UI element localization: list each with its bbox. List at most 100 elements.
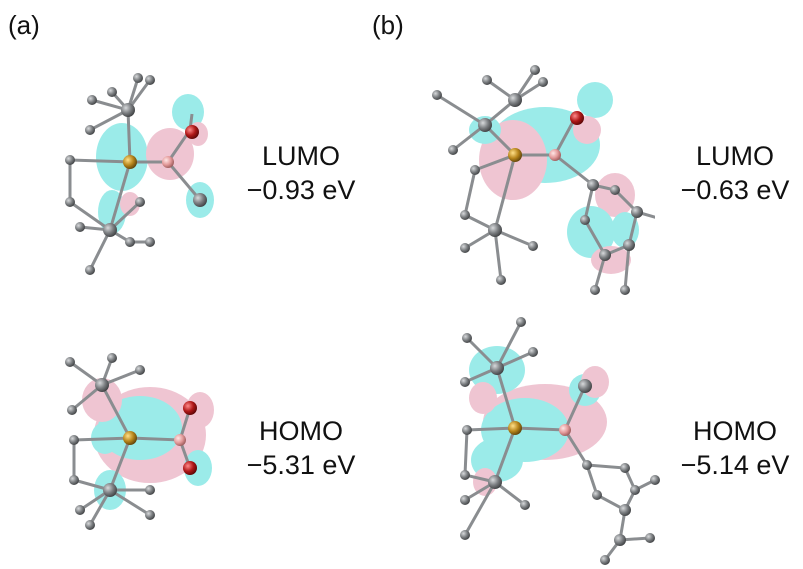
atom-carbon (75, 505, 85, 515)
atom-carbon (75, 222, 85, 232)
molecule-a-homo (65, 353, 214, 530)
orbital-name: HOMO (259, 416, 343, 446)
orbital-label-b-homo: HOMO −5.14 eV (670, 415, 800, 483)
atom-boron (162, 156, 174, 168)
orbital-energy: −5.31 eV (246, 449, 356, 480)
atom-phosphorus (123, 155, 137, 169)
orbital-energy: −0.63 eV (680, 174, 790, 205)
atom-carbon (460, 377, 470, 387)
orbital-lobe (96, 123, 148, 191)
atom-carbon (193, 193, 207, 207)
atom-carbon (619, 504, 631, 516)
atom-carbon (490, 361, 504, 375)
atom-carbon (125, 237, 135, 247)
atom-carbon (520, 500, 530, 510)
atom-carbon (496, 275, 506, 285)
atom-carbon (87, 95, 97, 105)
atom-carbon (103, 223, 117, 237)
atom-carbon (631, 206, 643, 218)
atom-carbon (578, 379, 592, 393)
atom-phosphorus (508, 421, 522, 435)
atom-carbon (587, 179, 599, 191)
atom-carbon (460, 530, 470, 540)
orbital-lobe (184, 450, 212, 486)
atom-carbon (630, 485, 640, 495)
orbital-lobe (98, 396, 182, 460)
atom-carbon (470, 165, 480, 175)
atom-carbon (121, 103, 135, 117)
atom-oxygen (183, 461, 197, 475)
atom-carbon (614, 534, 626, 546)
atom-carbon (530, 65, 540, 75)
atom-carbon (462, 333, 472, 343)
atom-carbon (508, 93, 522, 107)
orbital-lobe (120, 192, 140, 216)
atom-carbon (95, 378, 109, 392)
atom-oxygen (183, 401, 197, 415)
orbital-label-a-lumo: LUMO −0.93 eV (236, 140, 366, 208)
orbital-name: LUMO (261, 141, 340, 171)
atom-boron (549, 149, 561, 161)
atom-carbon (432, 90, 442, 100)
atom-carbon (103, 483, 117, 497)
atom-oxygen (185, 125, 199, 139)
atom-carbon (488, 475, 502, 489)
atom-carbon (623, 239, 635, 251)
atom-carbon (650, 475, 660, 485)
atom-boron (174, 434, 186, 446)
atom-carbon (590, 285, 600, 295)
panel-label-a: (a) (8, 10, 40, 40)
orbital-label-a-homo: HOMO −5.31 eV (236, 415, 366, 483)
orbital-lobe (172, 94, 204, 130)
atom-carbon (85, 125, 95, 135)
atom-carbon (460, 243, 470, 253)
atom-carbon (460, 470, 470, 480)
atom-phosphorus (508, 148, 522, 162)
atom-carbon (69, 435, 79, 445)
atom-carbon (145, 75, 155, 85)
atom-carbon (620, 463, 630, 473)
orbital-energy: −5.14 eV (680, 449, 790, 480)
atom-carbon (460, 210, 470, 220)
atom-carbon (135, 197, 145, 207)
orbital-lobe (186, 392, 214, 428)
atom-carbon (145, 485, 155, 495)
molecule-b-lumo (432, 65, 655, 295)
atom-carbon (599, 249, 611, 261)
atom-carbon (65, 155, 75, 165)
orbital-energy: −0.93 eV (246, 174, 356, 205)
atom-carbon (448, 145, 458, 155)
atom-carbon (580, 215, 590, 225)
atom-carbon (65, 357, 75, 367)
atom-carbon (488, 223, 502, 237)
atom-carbon (85, 265, 95, 275)
atom-carbon (107, 87, 117, 97)
atom-carbon (135, 365, 145, 375)
atom-carbon (145, 510, 155, 520)
atom-carbon (610, 185, 620, 195)
atom-carbon (528, 241, 538, 251)
atom-carbon (592, 490, 602, 500)
atom-carbon (582, 460, 592, 470)
atom-boron (559, 424, 571, 436)
orbital-name: HOMO (693, 416, 777, 446)
atom-carbon (600, 555, 610, 565)
atom-carbon (85, 520, 95, 530)
atom-carbon (645, 533, 655, 543)
orbital-lobe (469, 382, 497, 414)
atom-carbon (478, 118, 492, 132)
atom-carbon (67, 405, 77, 415)
atom-carbon (65, 197, 75, 207)
orbital-name: LUMO (695, 141, 774, 171)
atom-carbon (516, 317, 526, 327)
molecule-a-lumo (65, 73, 214, 275)
atom-oxygen (570, 111, 584, 125)
orbital-lobe (611, 212, 639, 248)
atom-carbon (133, 73, 143, 83)
atom-carbon (107, 353, 117, 363)
atom-phosphorus (123, 431, 137, 445)
orbital-lobe (591, 246, 631, 274)
molecule-b-homo (460, 317, 660, 565)
atom-carbon (538, 77, 548, 87)
atom-carbon (145, 237, 155, 247)
